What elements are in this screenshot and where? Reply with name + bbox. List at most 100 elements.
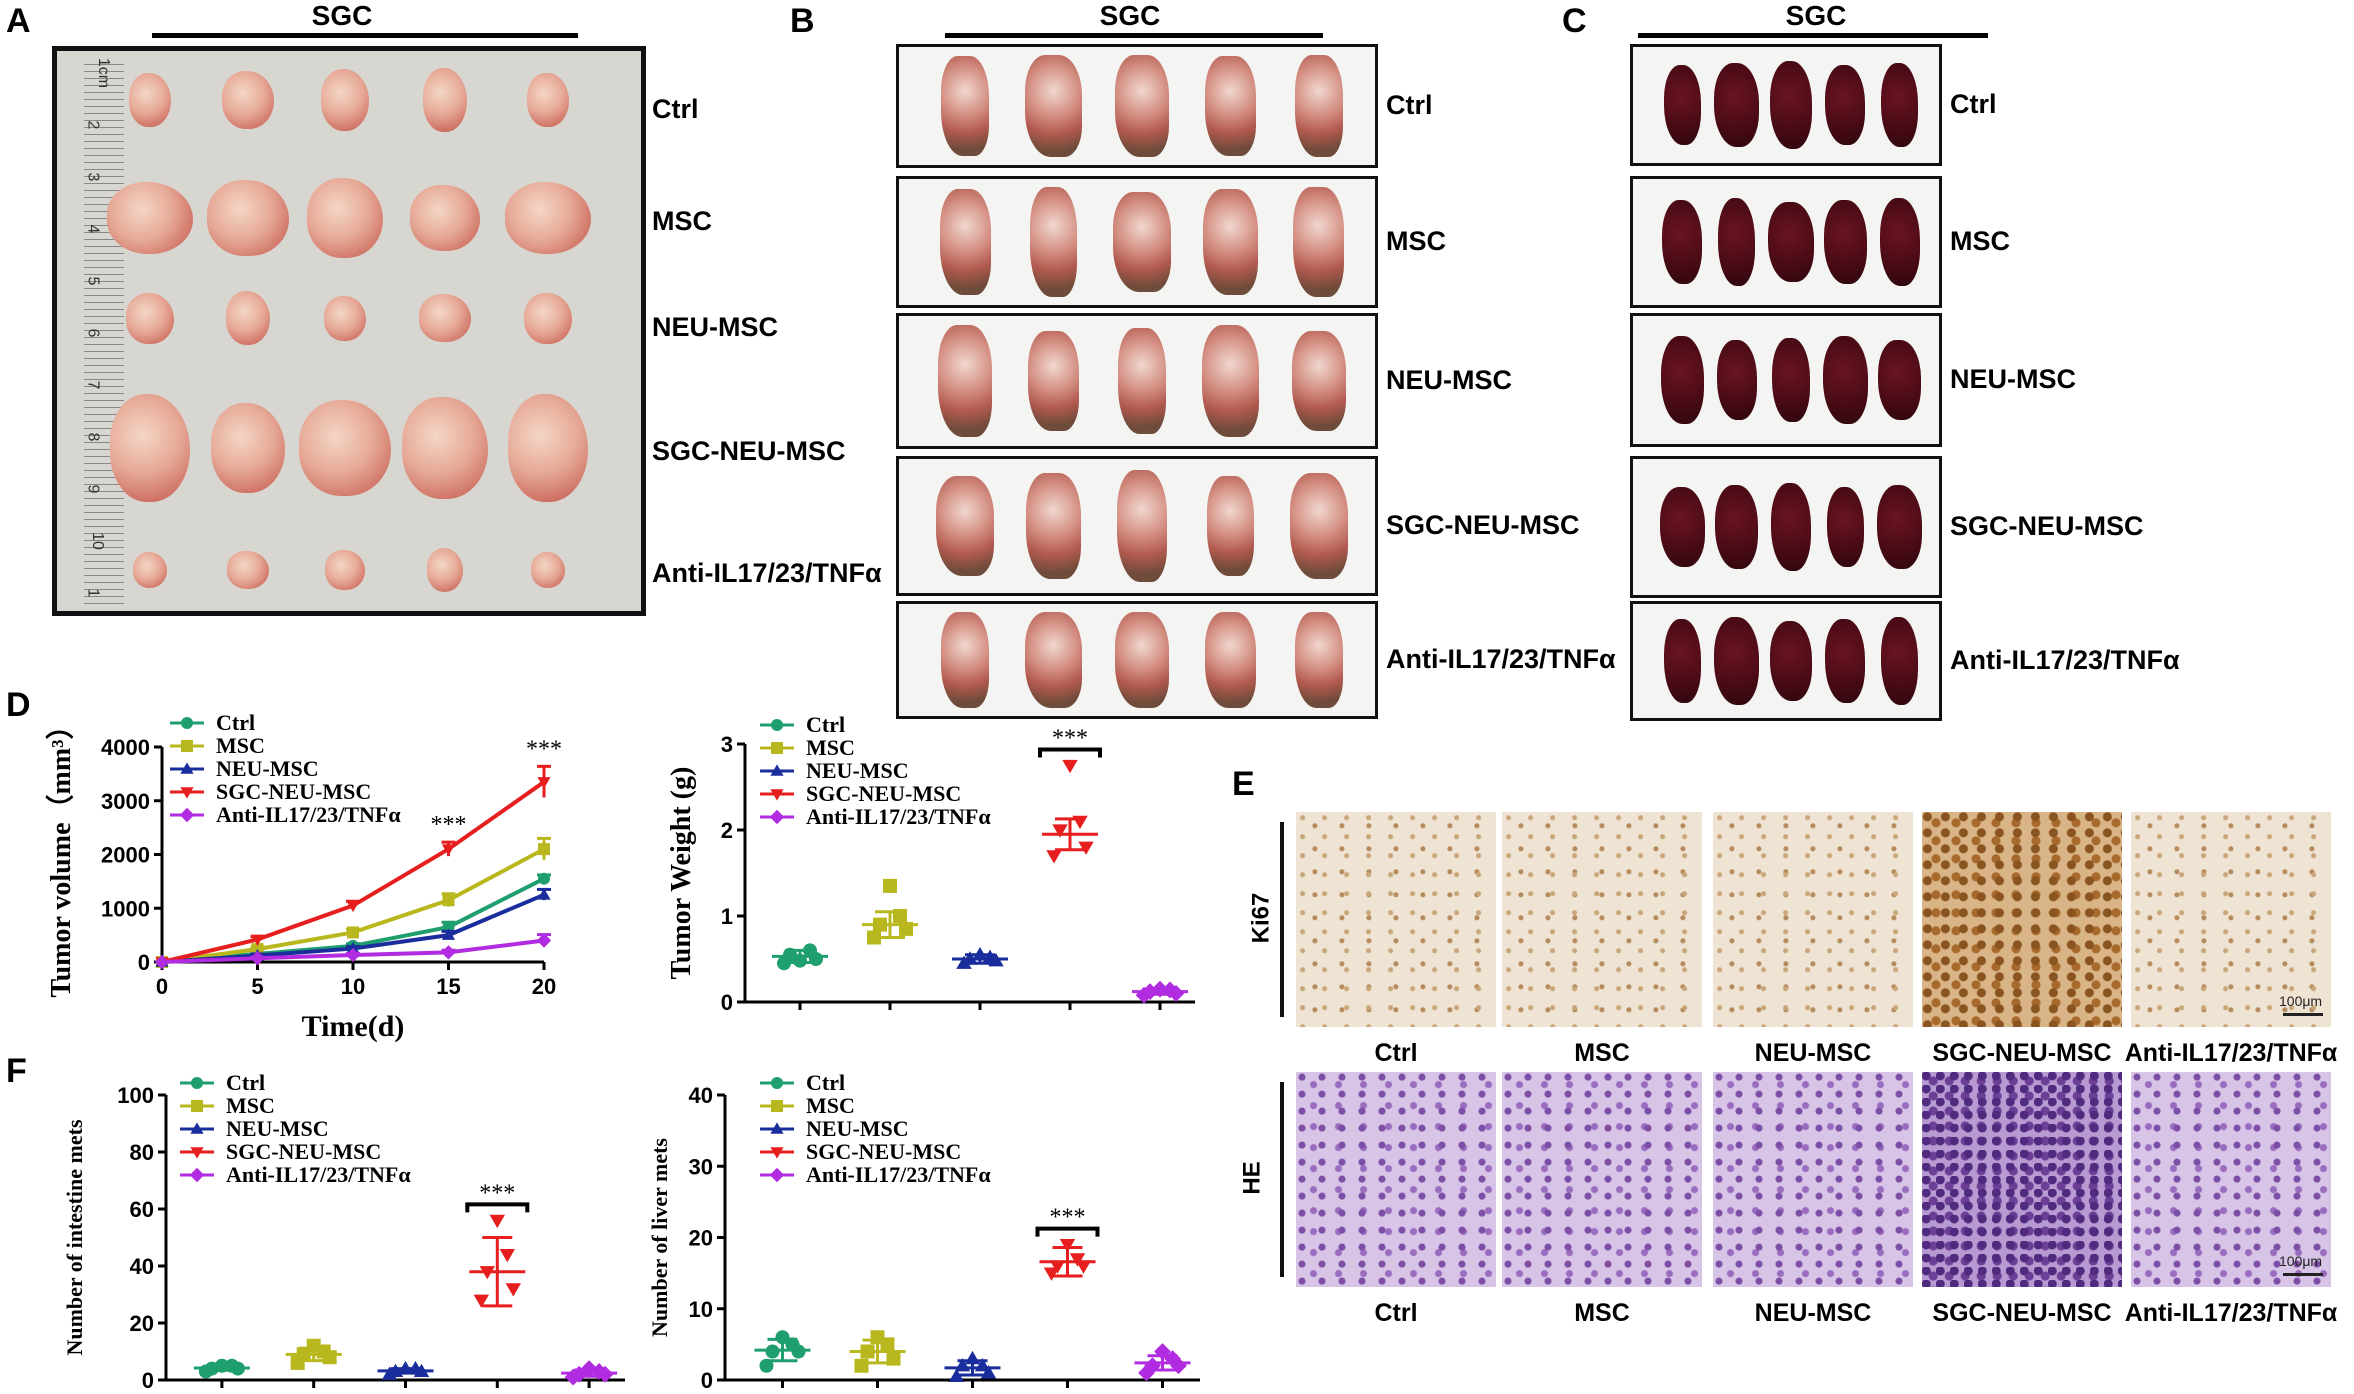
significance-marker: *** <box>1052 726 1088 752</box>
panel-a-header: SGC <box>311 0 373 31</box>
tumor <box>422 67 468 133</box>
data-point-sgc-neu-msc <box>1078 841 1094 855</box>
y-tick-label: 10 <box>689 1297 713 1322</box>
tumor <box>508 394 588 502</box>
liver <box>1822 336 1869 424</box>
legend-marker-neu-msc <box>180 762 194 774</box>
data-point-anti-il17-23-tnf <box>1161 981 1179 999</box>
liver <box>1826 487 1865 567</box>
legend-marker-msc <box>771 742 783 754</box>
ki67-column-label-anti-il17-23-tnf: Anti-IL17/23/TNFα <box>2124 1039 2338 1067</box>
data-point-sgc-neu-msc <box>1075 1260 1092 1274</box>
intestine <box>1116 470 1168 582</box>
b-photo-neu-msc <box>896 313 1378 449</box>
intestine <box>1114 55 1170 157</box>
ruler-label: 5 <box>84 276 102 286</box>
liver <box>1825 65 1866 145</box>
data-point-msc <box>347 926 359 939</box>
panel-label-e: E <box>1232 765 1255 803</box>
panel-label-a: A <box>6 2 31 40</box>
legend-label-sgc-neu-msc: SGC-NEU-MSC <box>806 1139 961 1164</box>
data-point-sgc-neu-msc <box>1062 759 1078 774</box>
data-point-anti-il17-23-tnf <box>154 954 170 970</box>
tumor <box>226 550 270 590</box>
intestine <box>938 325 993 437</box>
b-row-label-anti-il17-23-tnf: Anti-IL17/23/TNFα <box>1386 644 1616 674</box>
data-point-anti-il17-23-tnf <box>1138 1364 1155 1382</box>
significance-bracket <box>1035 1226 1100 1237</box>
data-point-neu-msc <box>954 1358 971 1372</box>
ruler-label: 3 <box>84 172 102 182</box>
y-tick-label: 0 <box>138 950 150 975</box>
legend-marker-neu-msc <box>770 764 784 776</box>
y-axis-label: Number of liver mets <box>647 1138 672 1337</box>
significance-marker: *** <box>479 1180 515 1206</box>
intestine <box>1291 330 1346 432</box>
x-tick-label: 0 <box>156 974 168 999</box>
panel-label-d: D <box>6 686 31 724</box>
liver <box>1770 483 1811 571</box>
intestine <box>1024 55 1083 157</box>
legend-marker-ctrl <box>181 717 193 729</box>
legend-label-anti-il17-23-tnf: Anti-IL17/23/TNFα <box>806 1162 991 1187</box>
intestine <box>1293 187 1345 297</box>
legend-marker-sgc-neu-msc <box>180 787 194 799</box>
tumor <box>409 184 481 252</box>
data-point-neu-msc <box>407 1360 424 1375</box>
legend-marker-neu-msc <box>770 1122 784 1134</box>
liver <box>1660 336 1704 424</box>
x-axis-label: Time(d) <box>302 1010 405 1043</box>
y-axis-label: Number of intestine mets <box>62 1119 87 1355</box>
tumor <box>524 292 572 344</box>
he-image-neu-msc <box>1713 1072 1913 1287</box>
legend-marker-msc <box>181 740 193 752</box>
panel-a-row-label-ctrl: Ctrl <box>652 94 699 124</box>
he-column-label-neu-msc: NEU-MSC <box>1754 1299 1872 1327</box>
data-point-msc <box>873 917 887 932</box>
legend-label-neu-msc: NEU-MSC <box>806 1116 909 1141</box>
scale-bar-label: 100μm <box>2279 1253 2323 1269</box>
data-point-neu-msc <box>441 928 456 940</box>
ruler-label: 6 <box>84 328 102 338</box>
he-column-label-anti-il17-23-tnf: Anti-IL17/23/TNFα <box>2124 1299 2338 1327</box>
ki67-image-msc <box>1502 812 1702 1027</box>
legend-marker-neu-msc <box>190 1122 204 1134</box>
ruler-label: 9 <box>84 484 102 494</box>
tumor <box>426 548 464 592</box>
y-tick-label: 0 <box>701 1368 713 1393</box>
he-column-label-ctrl: Ctrl <box>1374 1299 1418 1327</box>
legend-marker-sgc-neu-msc <box>770 789 784 801</box>
intestine <box>1029 187 1078 297</box>
data-point-ctrl <box>785 1337 800 1352</box>
legend-label-anti-il17-23-tnf: Anti-IL17/23/TNFα <box>226 1162 411 1187</box>
c-photo-ctrl <box>1630 44 1942 166</box>
data-point-sgc-neu-msc <box>441 844 456 856</box>
b-row-label-neu-msc: NEU-MSC <box>1386 365 1512 395</box>
data-point-sgc-neu-msc <box>1046 850 1062 864</box>
panel-c-header: SGC <box>1785 0 1847 31</box>
data-point-neu-msc <box>988 953 1004 967</box>
panel-label-c: C <box>1562 2 1587 40</box>
ki67-image-neu-msc <box>1713 812 1913 1027</box>
ki67-column-label-msc: MSC <box>1574 1039 1630 1067</box>
legend-marker-ctrl <box>771 1077 783 1089</box>
x-tick-label: 20 <box>532 974 556 999</box>
c-photo-sgc-neu-msc <box>1630 456 1942 598</box>
ki67-column-label-ctrl: Ctrl <box>1374 1039 1418 1067</box>
panel-b-header-bar <box>945 33 1323 38</box>
significance-bracket <box>465 1202 530 1213</box>
data-point-neu-msc <box>980 1365 997 1379</box>
scale-bar-label: 100μm <box>2279 993 2323 1009</box>
intestine <box>941 612 989 708</box>
y-tick-label: 30 <box>689 1154 713 1179</box>
liver <box>1663 65 1701 145</box>
ki67-image-ctrl <box>1296 812 1496 1027</box>
data-point-ctrl <box>775 1330 790 1345</box>
y-tick-label: 40 <box>689 1083 713 1108</box>
y-tick-label: 2 <box>721 818 733 843</box>
c-photo-neu-msc <box>1630 313 1942 447</box>
tumor <box>325 549 365 591</box>
intestine <box>939 188 991 296</box>
panel-a-row-label-anti-il17-23-tnf: Anti-IL17/23/TNFα <box>652 558 882 588</box>
b-photo-sgc-neu-msc <box>896 456 1378 596</box>
